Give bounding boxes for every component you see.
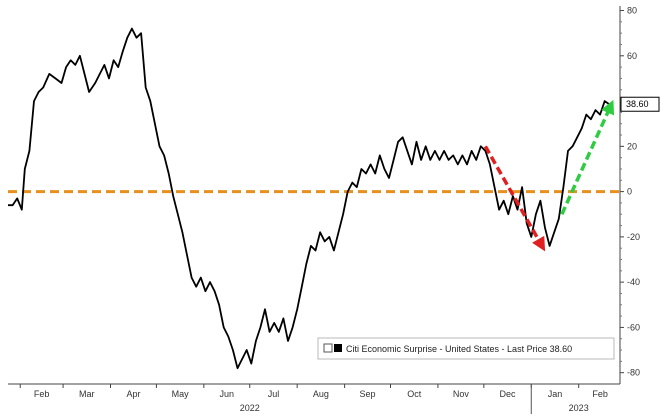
x-tick-label: Feb [592,389,608,399]
legend-swatch-outline [323,343,333,353]
y-tick-label: -80 [627,368,640,378]
y-tick-label: -40 [627,277,640,287]
legend: Citi Economic Surprise - United States -… [317,337,615,360]
legend-swatch [334,344,342,352]
x-year-label: 2022 [240,403,260,413]
x-tick-label: Feb [34,389,50,399]
x-tick-label: Dec [500,389,517,399]
x-tick-label: Nov [453,389,470,399]
x-year-label: 2023 [569,403,589,413]
last-price-label: 38.60 [626,99,649,109]
plot-area [8,6,620,384]
last-price-badge [620,96,660,112]
trend-arrow-1 [560,99,615,215]
series-layer [8,27,610,370]
y-tick-label: -60 [627,322,640,332]
x-tick-label: Oct [407,389,422,399]
plot-frame [8,6,620,384]
x-tick-label: Jun [220,389,235,399]
y-tick-label: 60 [627,51,637,61]
arrow-layer [483,99,615,252]
legend-text: Citi Economic Surprise - United States -… [346,344,572,354]
trend-arrow-0 [483,145,546,252]
x-tick-label: Aug [313,389,329,399]
x-axis: Feb Mar Apr May Jun Jul Aug Sep Oct Nov Dec Jan Feb2… [8,383,620,414]
y-tick-label: 20 [627,141,637,151]
x-tick-label: Mar [79,389,95,399]
y-tick-label: 80 [627,6,637,16]
x-tick-label: Sep [360,389,376,399]
x-tick-label: Jan [548,389,563,399]
legend-box [317,337,615,360]
x-tick-label: May [172,389,190,399]
x-tick-label: Apr [126,389,140,399]
x-tick-label: Jul [268,389,280,399]
y-tick-label: 0 [627,187,632,197]
y-tick-label: -20 [627,232,640,242]
series-line-0 [8,27,610,370]
